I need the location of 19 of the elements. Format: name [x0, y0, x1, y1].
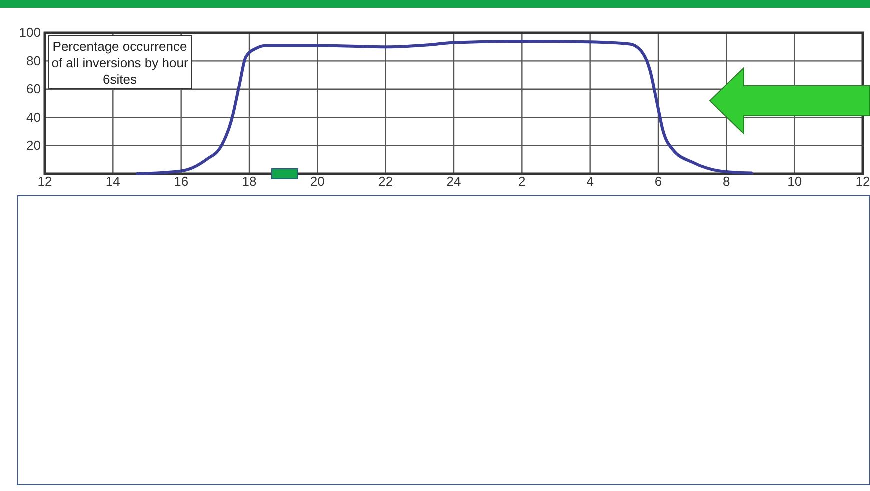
text: Percentage occurrence of all inversions by hour 6sites: [52, 39, 189, 87]
x-tick-label: 12: [856, 174, 870, 190]
y-tick-label: 60: [26, 82, 41, 97]
x-tick-label: 12: [38, 174, 52, 190]
y-tick-label: 40: [26, 110, 41, 125]
x-tick-label: 16: [174, 174, 189, 190]
x-tick-label: 10: [788, 174, 802, 190]
x-tick-label: 20: [310, 174, 325, 190]
y-tick-label: 100: [19, 25, 41, 40]
x-tick-label: 4: [586, 174, 594, 190]
x-tick-label: 2: [518, 174, 526, 190]
y-tick-label: 80: [26, 53, 41, 68]
x-tick-label: 24: [446, 174, 462, 190]
x-tick-label: 8: [723, 174, 730, 190]
x-tick-label: 18: [242, 174, 257, 190]
y-tick-label: 20: [26, 138, 41, 153]
x-tick-label: 14: [106, 174, 120, 190]
x-tick-label: 6: [654, 174, 662, 190]
x-tick-label: 22: [378, 174, 394, 190]
